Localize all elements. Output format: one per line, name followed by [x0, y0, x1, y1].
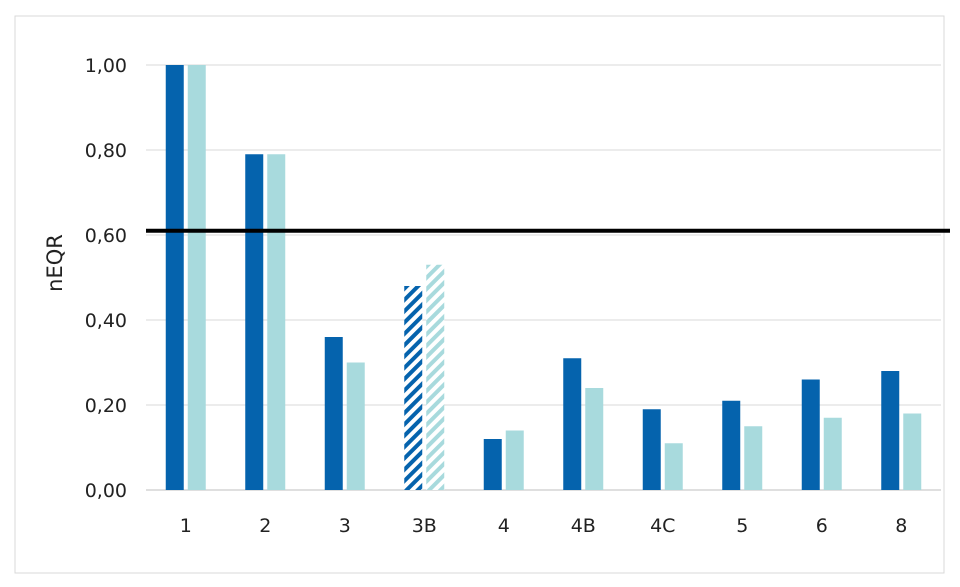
bar-series-b-5 — [744, 426, 763, 490]
bar-series-b-8 — [903, 413, 922, 490]
x-tick-label: 6 — [816, 515, 828, 537]
x-tick-label: 4C — [650, 515, 675, 537]
bar-series-a-4B — [563, 358, 582, 490]
x-tick-label: 8 — [895, 515, 907, 537]
y-tick-label: 0,00 — [85, 480, 127, 502]
y-tick-label: 1,00 — [85, 55, 127, 77]
bar-series-a-8 — [881, 371, 900, 490]
bar-series-a-3 — [324, 337, 343, 490]
x-axis-tick-labels: 1 2 3 3B 4 4B 4C 5 6 8 — [180, 515, 908, 537]
bar-series-b-3 — [346, 362, 365, 490]
bar-series-b-2 — [267, 154, 286, 490]
bar-series-a-5 — [722, 400, 741, 490]
bar-series-a-2 — [245, 154, 264, 490]
y-tick-label: 0,40 — [85, 310, 127, 332]
x-tick-label: 4 — [498, 515, 510, 537]
y-tick-label: 0,20 — [85, 395, 127, 417]
bar-series-b-4 — [505, 430, 524, 490]
y-axis-label: nEQR — [43, 234, 67, 292]
x-tick-label: 3B — [412, 515, 437, 537]
x-tick-label: 1 — [180, 515, 192, 537]
bar-series-a-3B — [404, 286, 423, 490]
bar-series-b-1 — [187, 65, 206, 490]
x-tick-label: 2 — [259, 515, 271, 537]
bar-series-a-4 — [483, 439, 502, 490]
bar-series-a-4C — [642, 409, 661, 490]
bar-series-b-4B — [585, 388, 604, 490]
x-tick-label: 5 — [736, 515, 748, 537]
bar-series-b-6 — [823, 417, 842, 490]
x-tick-label: 3 — [339, 515, 351, 537]
y-tick-label: 0,80 — [85, 140, 127, 162]
bar-series-b-4C — [664, 443, 683, 490]
bar-series-a-1 — [165, 65, 184, 490]
y-tick-label: 0,60 — [85, 225, 127, 247]
bar-series-b-3B — [426, 264, 445, 490]
y-axis-tick-labels: 0,00 0,20 0,40 0,60 0,80 1,00 — [85, 55, 127, 502]
bars — [165, 65, 922, 490]
x-tick-label: 4B — [571, 515, 596, 537]
bar-series-a-6 — [801, 379, 820, 490]
